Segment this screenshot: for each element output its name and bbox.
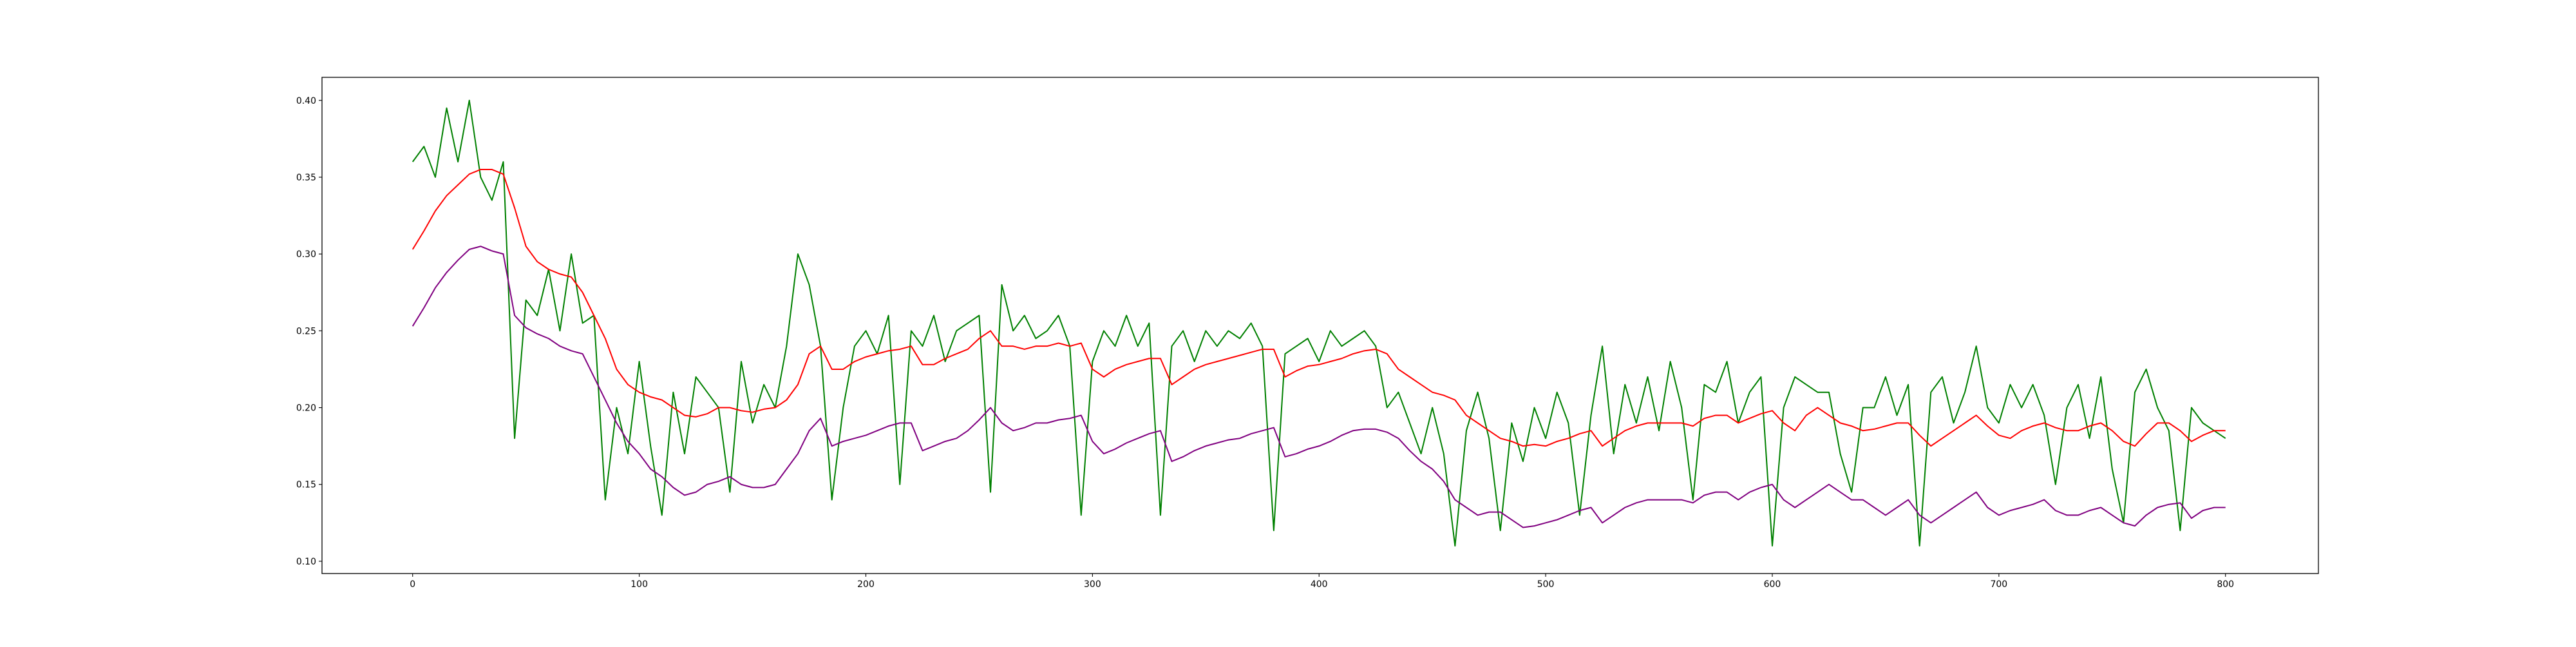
y-tick-label: 0.10 [296,557,316,567]
x-tick-label: 0 [410,579,415,590]
series-line [412,246,2226,528]
y-tick-label: 0.30 [296,249,316,260]
x-tick-label: 200 [857,579,875,590]
y-tick-label: 0.35 [296,173,316,183]
x-tick-label: 100 [630,579,648,590]
axes-frame [321,77,2319,574]
x-tick-label: 700 [1990,579,2007,590]
y-tick-label: 0.40 [296,96,316,106]
y-tick-label: 0.20 [296,403,316,414]
x-tick-label: 600 [1764,579,1781,590]
y-tick-label: 0.15 [296,480,316,490]
x-tick-label: 500 [1537,579,1555,590]
x-tick-label: 800 [2217,579,2234,590]
x-tick-label: 400 [1311,579,1328,590]
x-tick-label: 300 [1084,579,1101,590]
y-tick-label: 0.25 [296,326,316,336]
series-line [412,169,2226,447]
series-line [412,99,2226,547]
